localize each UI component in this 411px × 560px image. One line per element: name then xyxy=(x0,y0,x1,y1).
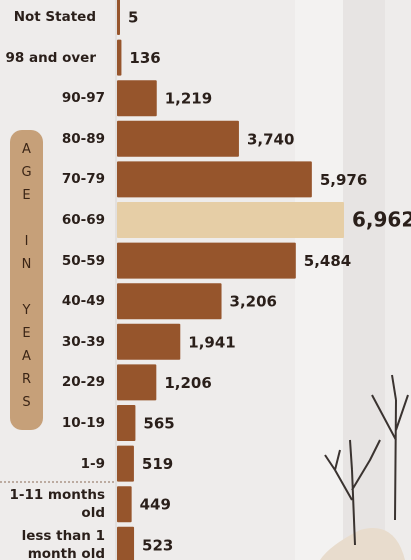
value-label: 5,976 xyxy=(320,171,367,189)
background-band xyxy=(295,0,343,560)
value-label: 5,484 xyxy=(304,252,351,270)
category-label: 60-69 xyxy=(9,211,105,229)
bar xyxy=(117,527,134,560)
category-label: 50-59 xyxy=(9,252,105,270)
value-label: 449 xyxy=(140,496,171,514)
bar xyxy=(117,40,121,76)
infographic: 5 136 1,219 3,740 5,976 6,962 5,484 3,206 1,941 1… xyxy=(0,0,411,560)
bar xyxy=(117,446,134,482)
category-label: 40-49 xyxy=(9,292,105,310)
bar xyxy=(117,405,135,441)
category-label: 1-11 months old xyxy=(9,486,105,522)
value-label: 565 xyxy=(143,415,174,433)
bar xyxy=(117,121,239,157)
value-label: 1,219 xyxy=(165,90,212,108)
category-label: 70-79 xyxy=(9,170,105,188)
bar xyxy=(117,283,222,319)
chart: 5 136 1,219 3,740 5,976 6,962 5,484 3,206 1,941 1… xyxy=(0,0,411,560)
category-label: 10-19 xyxy=(9,414,105,432)
value-label: 519 xyxy=(142,455,173,473)
bar xyxy=(117,80,157,116)
bar xyxy=(117,486,132,522)
category-label: 90-97 xyxy=(9,89,105,107)
category-label: Not Stated xyxy=(0,8,96,26)
bar xyxy=(117,0,120,35)
value-label: 6,962 xyxy=(352,208,411,232)
value-label: 5 xyxy=(128,9,138,27)
value-label: 1,206 xyxy=(164,374,211,392)
value-label: 523 xyxy=(142,536,173,554)
bar xyxy=(117,243,296,279)
category-label: 30-39 xyxy=(9,333,105,351)
bar xyxy=(117,364,156,400)
value-label: 3,206 xyxy=(230,293,277,311)
category-label: 80-89 xyxy=(9,130,105,148)
category-label: less than 1 month old xyxy=(9,527,105,560)
bar xyxy=(117,202,344,238)
category-label: 98 and over xyxy=(0,49,96,67)
background-band xyxy=(343,0,385,560)
value-label: 1,941 xyxy=(188,333,235,351)
value-label: 3,740 xyxy=(247,130,294,148)
category-label: 1-9 xyxy=(9,455,105,473)
bar xyxy=(117,161,312,197)
category-label: 20-29 xyxy=(9,373,105,391)
value-label: 136 xyxy=(129,49,160,67)
bar xyxy=(117,324,180,360)
